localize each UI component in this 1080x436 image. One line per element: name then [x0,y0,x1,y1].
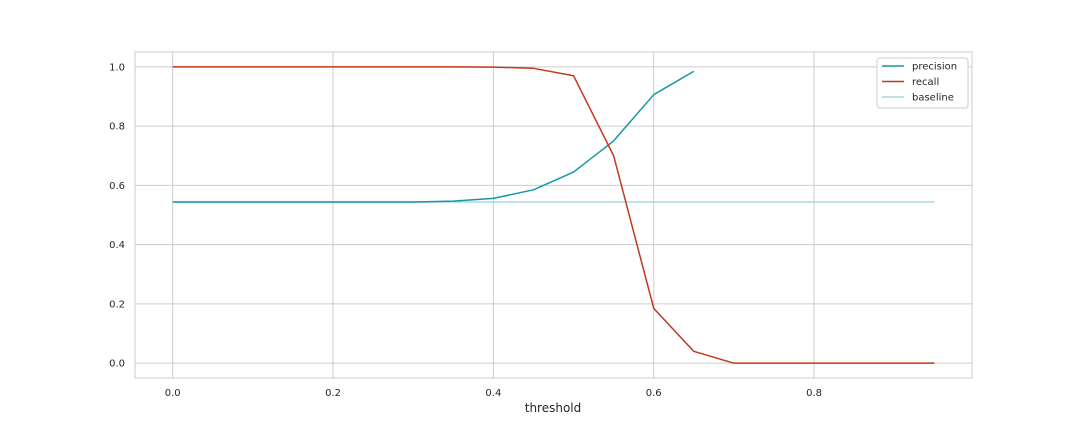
legend-frame [876,57,969,109]
y-tick-label: 0.4 [109,240,125,251]
y-tick-labels: 0.0 0.2 0.4 0.6 0.8 1.0 [109,62,125,369]
x-tick-label: 0.8 [806,388,822,399]
y-tick-label: 1.0 [109,62,125,73]
y-tick-label: 0.8 [109,122,125,133]
legend: precision recall baseline [876,57,969,109]
x-tick-label: 0.4 [485,388,501,399]
series-line-precision [172,70,695,203]
y-tick-label: 0.0 [109,359,125,370]
y-tick-label: 0.2 [109,299,125,310]
x-tick-label: 0.2 [325,388,341,399]
x-tick-labels: 0.0 0.2 0.4 0.6 0.8 [165,388,822,399]
x-axis-label: threshold [525,401,582,415]
series-line-recall [172,66,935,364]
plot-frame [134,51,973,379]
legend-label-recall: recall [912,77,939,88]
legend-items: precision recall baseline [882,62,957,104]
legend-label-precision: precision [912,62,957,73]
x-tick-label: 0.0 [165,388,181,399]
plot-background [135,52,972,378]
x-tick-label: 0.6 [646,388,662,399]
series-layer [172,66,935,364]
legend-label-baseline: baseline [912,93,954,104]
y-tick-label: 0.6 [109,181,125,192]
